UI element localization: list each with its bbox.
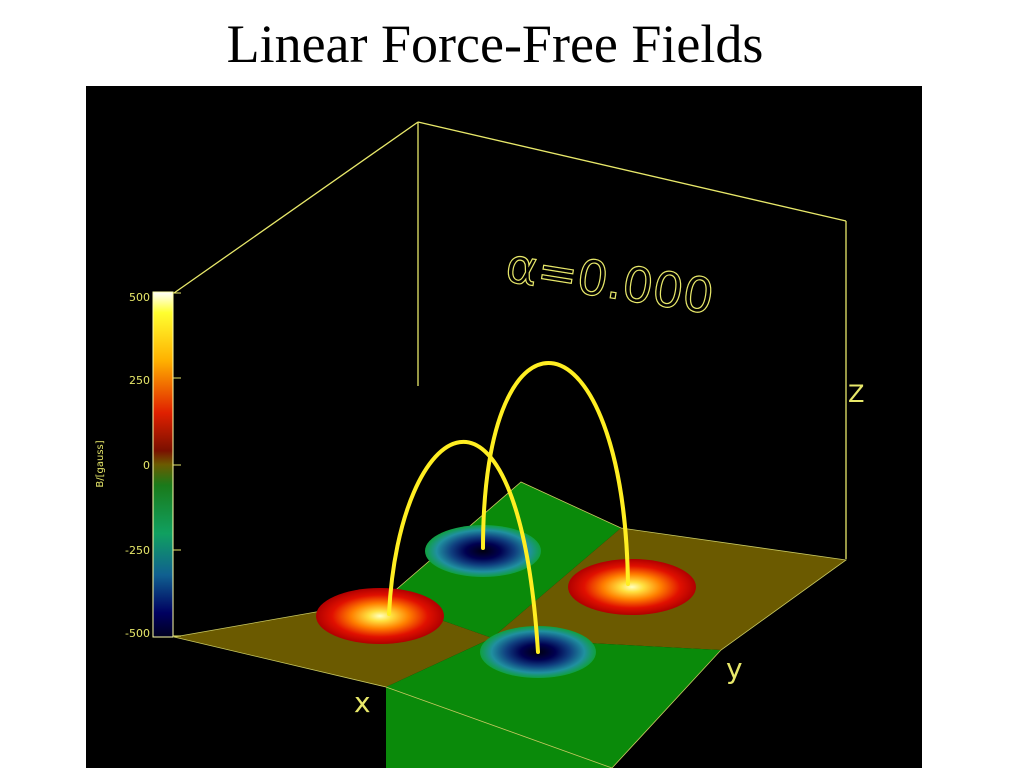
- positive-source-right: [568, 559, 696, 615]
- negative-source-back: [425, 525, 541, 577]
- slide-title: Linear Force-Free Fields: [226, 14, 764, 74]
- positive-source-left: [316, 588, 444, 644]
- field-line-front: [387, 440, 540, 654]
- colorbar-tick: -250: [125, 544, 150, 557]
- x-axis-label: x: [354, 686, 371, 719]
- field-plot-svg: 500 250 0 -250 -500 B/[gauss] x y Z α=0.…: [95, 121, 864, 768]
- z-axis-label: Z: [848, 380, 864, 408]
- alpha-annotation: α=0.000: [502, 238, 717, 326]
- field-lines: [387, 361, 630, 654]
- field-plot-panel: 500 250 0 -250 -500 B/[gauss] x y Z α=0.…: [86, 86, 922, 768]
- colorbar-tick: -500: [125, 627, 150, 640]
- field-line-back: [481, 361, 630, 586]
- colorbar: 500 250 0 -250 -500 B/[gauss]: [95, 291, 181, 640]
- colorbar-tick: 250: [129, 374, 150, 387]
- floor-plate: [173, 481, 848, 768]
- colorbar-label: B/[gauss]: [95, 440, 106, 487]
- colorbar-tick: 0: [143, 459, 150, 472]
- colorbar-tick: 500: [129, 291, 150, 304]
- y-axis-label: y: [726, 652, 743, 685]
- box-frame: [173, 121, 847, 559]
